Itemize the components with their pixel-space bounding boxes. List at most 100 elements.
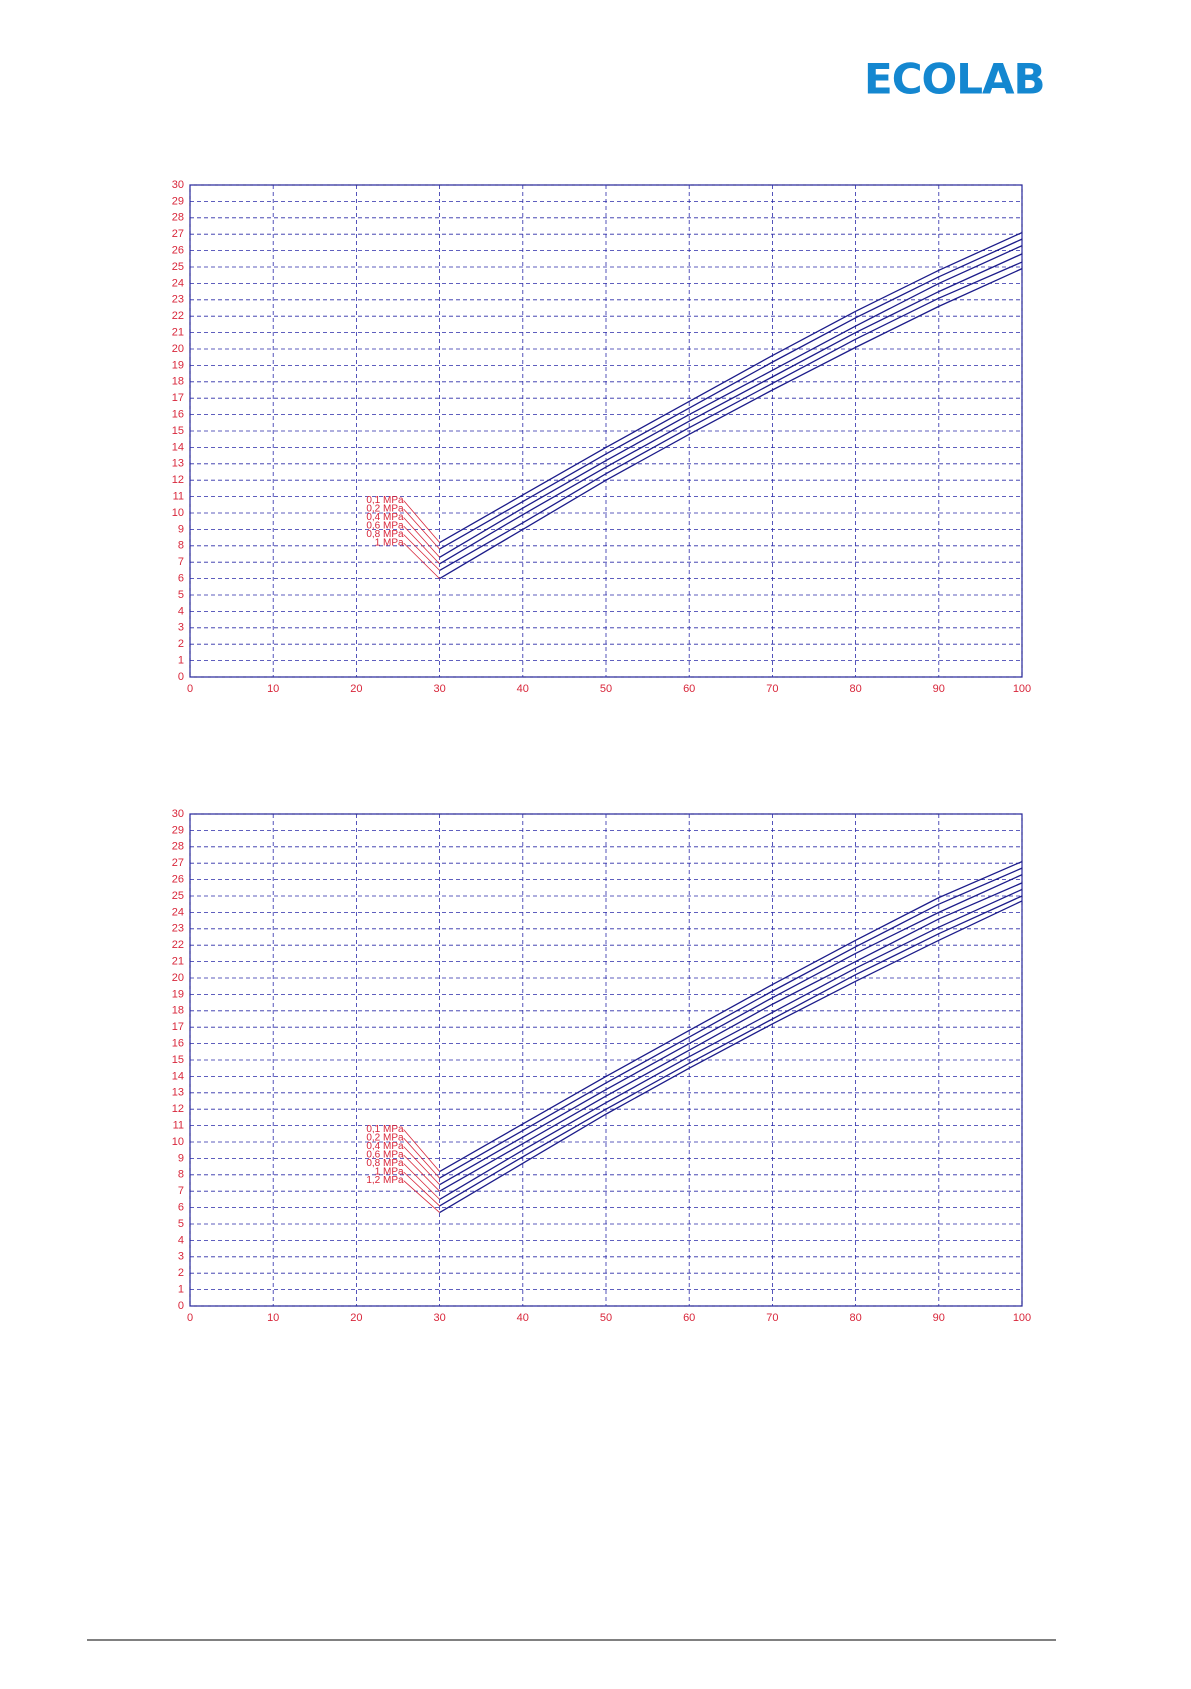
y-tick-label: 10 bbox=[172, 1136, 184, 1148]
y-tick-label: 5 bbox=[178, 589, 184, 601]
y-tick-label: 3 bbox=[178, 622, 184, 634]
y-tick-label: 12 bbox=[172, 474, 184, 486]
y-tick-label: 25 bbox=[172, 890, 184, 902]
y-tick-label: 18 bbox=[172, 1005, 184, 1017]
y-tick-label: 28 bbox=[172, 212, 184, 224]
y-tick-label: 16 bbox=[172, 1038, 184, 1050]
x-tick-label: 20 bbox=[350, 1312, 362, 1324]
y-tick-label: 26 bbox=[172, 874, 184, 886]
y-tick-label: 25 bbox=[172, 261, 184, 273]
x-tick-label: 30 bbox=[433, 683, 445, 695]
y-tick-label: 6 bbox=[178, 573, 184, 585]
x-tick-label: 40 bbox=[517, 683, 529, 695]
series-line bbox=[439, 245, 1023, 558]
y-tick-label: 0 bbox=[178, 1300, 184, 1312]
y-tick-label: 30 bbox=[172, 179, 184, 191]
series-label: 0,8 MPa bbox=[366, 529, 404, 540]
y-tick-label: 11 bbox=[173, 1120, 184, 1132]
series-line bbox=[439, 895, 1023, 1207]
series-label: 0,8 MPa bbox=[366, 1158, 404, 1169]
y-tick-label: 2 bbox=[178, 638, 184, 650]
leader-line bbox=[403, 1129, 440, 1172]
series-label: 1,2 MPa bbox=[366, 1175, 404, 1186]
leader-line bbox=[403, 1137, 440, 1179]
series-label: 1 MPa bbox=[375, 538, 404, 549]
y-tick-label: 23 bbox=[172, 923, 184, 935]
y-tick-label: 2 bbox=[178, 1267, 184, 1279]
series-label: 0,2 MPa bbox=[366, 1133, 404, 1144]
series-line bbox=[439, 238, 1023, 550]
y-tick-label: 9 bbox=[178, 523, 184, 535]
y-tick-label: 7 bbox=[178, 1185, 184, 1197]
series-label: 0,2 MPa bbox=[366, 504, 404, 515]
y-tick-label: 6 bbox=[178, 1202, 184, 1214]
x-tick-label: 100 bbox=[1013, 1312, 1031, 1324]
y-tick-label: 30 bbox=[172, 808, 184, 820]
y-tick-label: 19 bbox=[172, 988, 184, 1000]
y-tick-label: 16 bbox=[172, 409, 184, 421]
leader-line bbox=[403, 1154, 440, 1192]
series-label: 0,1 MPa bbox=[366, 495, 404, 506]
y-tick-label: 9 bbox=[178, 1152, 184, 1164]
leader-line bbox=[403, 1146, 440, 1185]
series-line bbox=[439, 900, 1023, 1214]
x-tick-label: 70 bbox=[766, 683, 778, 695]
y-tick-label: 1 bbox=[178, 655, 184, 667]
series-line bbox=[439, 261, 1023, 571]
y-tick-label: 22 bbox=[172, 310, 184, 322]
y-tick-label: 7 bbox=[178, 556, 184, 568]
series-line bbox=[439, 253, 1023, 565]
leader-line bbox=[403, 1171, 440, 1207]
y-tick-label: 12 bbox=[172, 1103, 184, 1115]
y-tick-label: 20 bbox=[172, 972, 184, 984]
x-tick-label: 60 bbox=[683, 683, 695, 695]
y-tick-label: 22 bbox=[172, 939, 184, 951]
y-tick-label: 15 bbox=[172, 425, 184, 437]
series-label: 1 MPa bbox=[375, 1167, 404, 1178]
x-tick-label: 70 bbox=[766, 1312, 778, 1324]
y-tick-label: 19 bbox=[172, 359, 184, 371]
y-tick-label: 11 bbox=[173, 491, 184, 503]
y-tick-label: 28 bbox=[172, 841, 184, 853]
y-tick-label: 8 bbox=[178, 1169, 184, 1181]
y-tick-label: 21 bbox=[172, 327, 184, 339]
y-tick-label: 20 bbox=[172, 343, 184, 355]
x-tick-label: 60 bbox=[683, 1312, 695, 1324]
series-line bbox=[439, 231, 1023, 544]
x-tick-label: 0 bbox=[187, 683, 193, 695]
x-tick-label: 10 bbox=[267, 683, 279, 695]
x-tick-label: 80 bbox=[849, 683, 861, 695]
x-tick-label: 30 bbox=[433, 1312, 445, 1324]
x-tick-label: 40 bbox=[517, 1312, 529, 1324]
y-tick-label: 27 bbox=[172, 857, 184, 869]
y-tick-label: 29 bbox=[172, 824, 184, 836]
x-tick-label: 50 bbox=[600, 683, 612, 695]
series-line bbox=[439, 867, 1023, 1179]
y-tick-label: 14 bbox=[172, 1070, 184, 1082]
series-line bbox=[439, 888, 1023, 1200]
x-tick-label: 20 bbox=[350, 683, 362, 695]
leader-line bbox=[403, 500, 440, 543]
y-tick-label: 17 bbox=[172, 1021, 184, 1033]
series-label: 0,1 MPa bbox=[366, 1124, 404, 1135]
leader-line bbox=[403, 534, 440, 571]
x-tick-label: 10 bbox=[267, 1312, 279, 1324]
y-tick-label: 10 bbox=[172, 507, 184, 519]
y-tick-label: 0 bbox=[178, 671, 184, 683]
logo: ECOLAB bbox=[864, 55, 1045, 104]
y-tick-label: 4 bbox=[178, 605, 184, 617]
x-tick-label: 80 bbox=[849, 1312, 861, 1324]
y-tick-label: 14 bbox=[172, 441, 184, 453]
y-tick-label: 18 bbox=[172, 376, 184, 388]
series-label: 0,4 MPa bbox=[366, 1141, 404, 1152]
leader-line bbox=[403, 525, 440, 565]
leader-line bbox=[403, 508, 440, 550]
y-tick-label: 24 bbox=[172, 277, 184, 289]
leader-line bbox=[403, 1180, 440, 1213]
x-tick-label: 0 bbox=[187, 1312, 193, 1324]
series-line bbox=[439, 874, 1023, 1186]
x-tick-label: 90 bbox=[933, 1312, 945, 1324]
leader-line bbox=[403, 1163, 440, 1200]
